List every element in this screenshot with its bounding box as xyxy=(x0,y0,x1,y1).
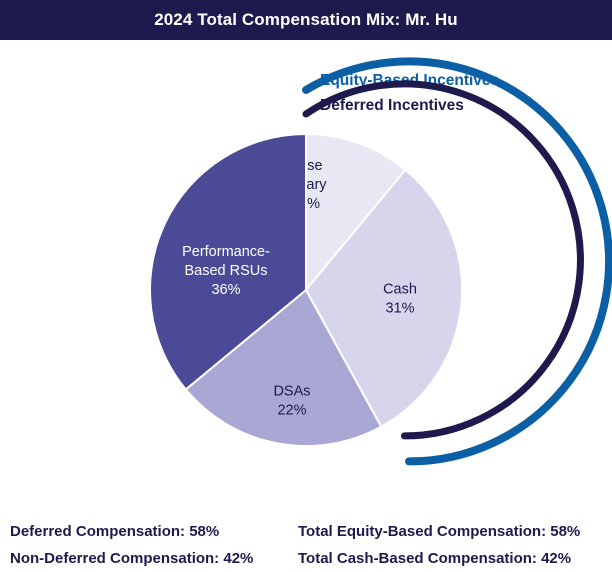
pie-slice-base-salary xyxy=(305,132,407,293)
footer-row-1: Deferred Compensation: 58% Total Equity-… xyxy=(0,523,612,545)
slice-name-performance-based-rsus: Performance- xyxy=(182,244,270,260)
pie-slice-performance-based-rsus xyxy=(149,132,307,391)
footer-row-2: Non-Deferred Compensation: 42% Total Cas… xyxy=(0,550,612,572)
chart-title: 2024 Total Compensation Mix: Mr. Hu xyxy=(154,10,458,29)
slice-value-dsas: 22% xyxy=(277,403,306,419)
slice-label-cash: Cash 31% xyxy=(383,282,417,317)
deferred-incentives-label: Deferred Incentives xyxy=(320,97,464,114)
slice-value-performance-based-rsus: 36% xyxy=(211,282,240,298)
chart-title-bar: 2024 Total Compensation Mix: Mr. Hu xyxy=(0,0,612,40)
equity-compensation-total: Total Equity-Based Compensation: 58% xyxy=(298,523,581,540)
slice-name-performance-based-rsus: Based RSUs xyxy=(184,263,267,279)
slice-name-dsas: DSAs xyxy=(273,384,310,400)
slice-value-cash: 31% xyxy=(385,301,414,317)
slice-label-performance-based-rsus: Performance- Based RSUs 36% xyxy=(182,244,270,298)
slice-label-dsas: DSAs 22% xyxy=(273,384,310,419)
pie-slice-dsas xyxy=(184,288,383,447)
cash-compensation-total: Total Cash-Based Compensation: 42% xyxy=(298,550,572,567)
deferred-compensation-total: Deferred Compensation: 58% xyxy=(10,523,220,540)
pie-slice-cash xyxy=(304,168,463,429)
non-deferred-compensation-total: Non-Deferred Compensation: 42% xyxy=(10,550,254,567)
slice-name-cash: Cash xyxy=(383,282,417,298)
equity-based-incentives-arc xyxy=(302,57,612,466)
deferred-incentives-arc xyxy=(302,80,584,440)
